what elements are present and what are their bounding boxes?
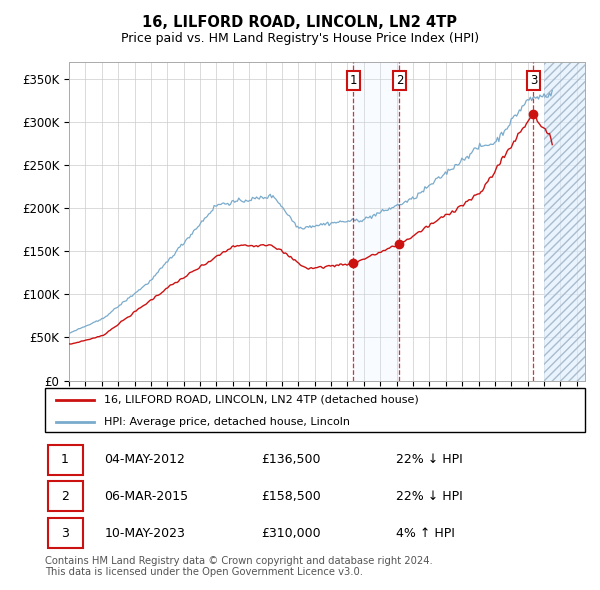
Text: £158,500: £158,500 (261, 490, 321, 503)
Text: 3: 3 (530, 74, 537, 87)
FancyBboxPatch shape (48, 445, 83, 474)
Text: 2: 2 (61, 490, 69, 503)
Text: 4% ↑ HPI: 4% ↑ HPI (396, 527, 455, 540)
Text: 10-MAY-2023: 10-MAY-2023 (104, 527, 185, 540)
Text: 3: 3 (61, 527, 69, 540)
Text: 04-MAY-2012: 04-MAY-2012 (104, 453, 185, 466)
Text: 1: 1 (61, 453, 69, 466)
FancyBboxPatch shape (48, 481, 83, 512)
Text: 2: 2 (395, 74, 403, 87)
Text: Price paid vs. HM Land Registry's House Price Index (HPI): Price paid vs. HM Land Registry's House … (121, 32, 479, 45)
FancyBboxPatch shape (48, 518, 83, 548)
Bar (353, 62, 400, 381)
Text: Contains HM Land Registry data © Crown copyright and database right 2024.
This d: Contains HM Land Registry data © Crown c… (45, 556, 433, 578)
Text: 16, LILFORD ROAD, LINCOLN, LN2 4TP: 16, LILFORD ROAD, LINCOLN, LN2 4TP (143, 15, 458, 30)
FancyBboxPatch shape (45, 388, 585, 432)
Text: 1: 1 (349, 74, 357, 87)
Text: 06-MAR-2015: 06-MAR-2015 (104, 490, 188, 503)
Text: £136,500: £136,500 (261, 453, 320, 466)
Text: 22% ↓ HPI: 22% ↓ HPI (396, 490, 463, 503)
Text: 16, LILFORD ROAD, LINCOLN, LN2 4TP (detached house): 16, LILFORD ROAD, LINCOLN, LN2 4TP (deta… (104, 395, 419, 405)
Text: HPI: Average price, detached house, Lincoln: HPI: Average price, detached house, Linc… (104, 417, 350, 427)
Text: £310,000: £310,000 (261, 527, 320, 540)
Text: 22% ↓ HPI: 22% ↓ HPI (396, 453, 463, 466)
